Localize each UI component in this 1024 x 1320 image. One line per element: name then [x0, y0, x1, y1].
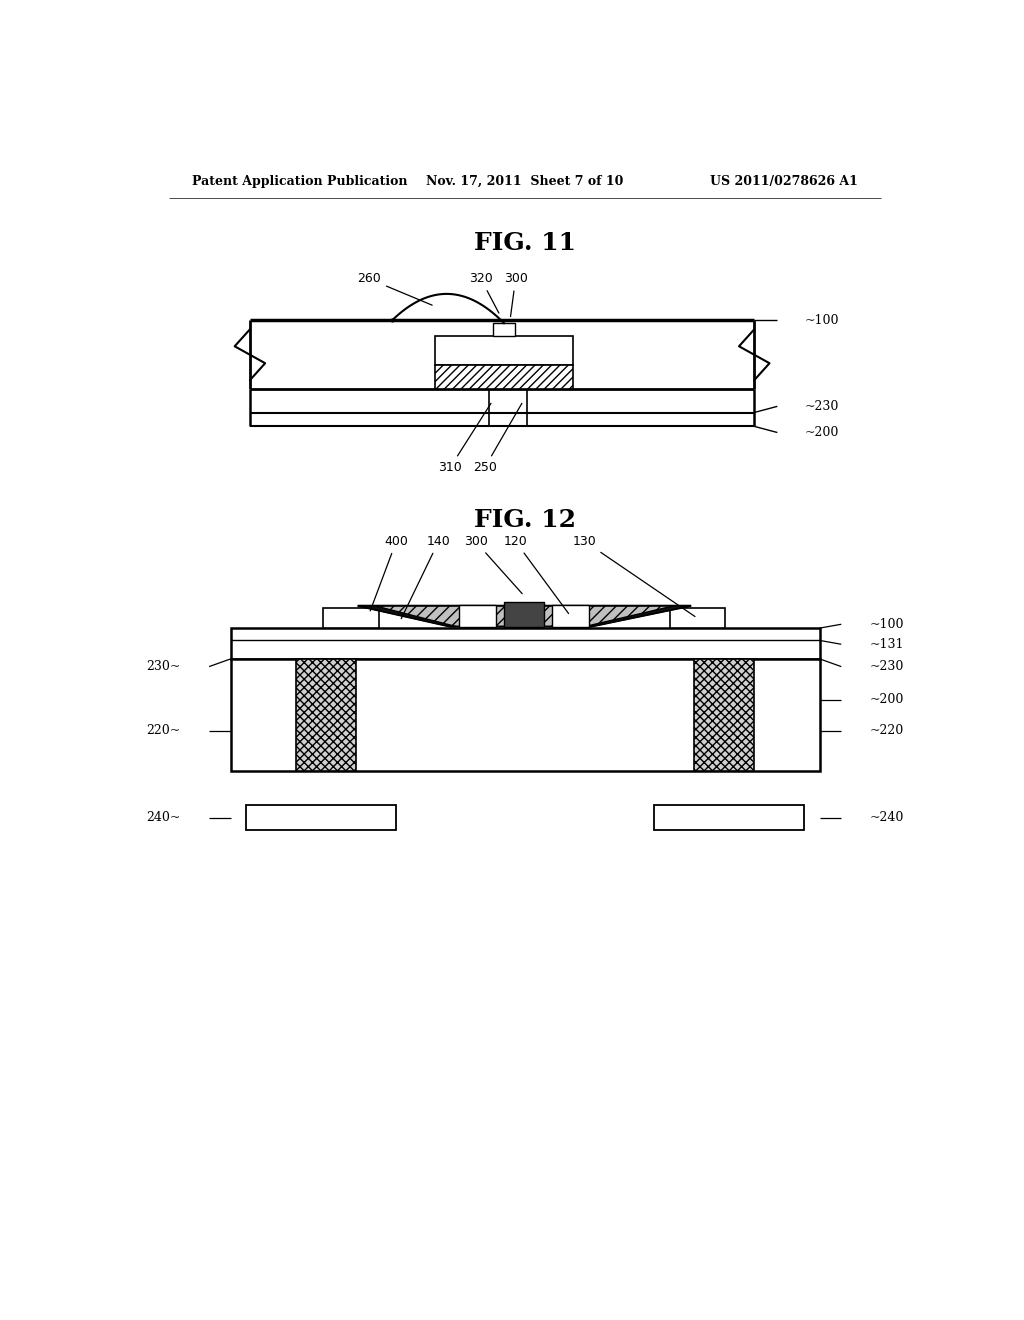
Text: 300: 300 — [504, 272, 527, 317]
Text: ~230: ~230 — [869, 660, 904, 673]
Bar — [504, 602, 544, 627]
Bar — [230, 659, 819, 771]
Text: 400: 400 — [371, 535, 409, 611]
Text: 260: 260 — [357, 272, 432, 305]
Polygon shape — [585, 606, 691, 627]
Text: 140: 140 — [401, 535, 451, 619]
Text: Patent Application Publication: Patent Application Publication — [193, 174, 408, 187]
Polygon shape — [357, 606, 691, 627]
Text: 240~: 240~ — [146, 810, 180, 824]
Text: 230~: 230~ — [146, 660, 180, 673]
Bar — [435, 364, 573, 389]
Text: US 2011/0278626 A1: US 2011/0278626 A1 — [710, 174, 857, 187]
Text: ~100: ~100 — [869, 618, 904, 631]
Text: ~200: ~200 — [804, 426, 839, 440]
Text: ~131: ~131 — [869, 638, 904, 651]
Text: FIG. 12: FIG. 12 — [474, 508, 575, 532]
Text: ~240: ~240 — [869, 810, 904, 824]
Bar — [670, 609, 725, 628]
Text: ~100: ~100 — [804, 314, 839, 326]
Bar — [246, 805, 396, 830]
Bar — [435, 335, 573, 364]
Text: 320: 320 — [469, 272, 499, 313]
Text: ~200: ~200 — [869, 693, 904, 706]
Bar — [552, 605, 589, 627]
Text: ~220: ~220 — [869, 723, 904, 737]
Bar — [494, 323, 515, 335]
Bar — [654, 805, 804, 830]
Text: Nov. 17, 2011  Sheet 7 of 10: Nov. 17, 2011 Sheet 7 of 10 — [426, 174, 624, 187]
Text: 300: 300 — [464, 535, 522, 594]
Polygon shape — [357, 606, 457, 627]
Bar — [296, 659, 356, 771]
Text: 310: 310 — [438, 404, 490, 474]
Text: 130: 130 — [573, 535, 695, 616]
Text: ~230: ~230 — [804, 400, 839, 413]
Bar — [460, 605, 497, 627]
Text: 120: 120 — [504, 535, 568, 614]
Text: FIG. 11: FIG. 11 — [474, 231, 575, 255]
Bar — [230, 628, 819, 659]
Text: 250: 250 — [473, 404, 522, 474]
Bar — [323, 609, 379, 628]
Text: 220~: 220~ — [146, 723, 180, 737]
Bar — [694, 659, 755, 771]
